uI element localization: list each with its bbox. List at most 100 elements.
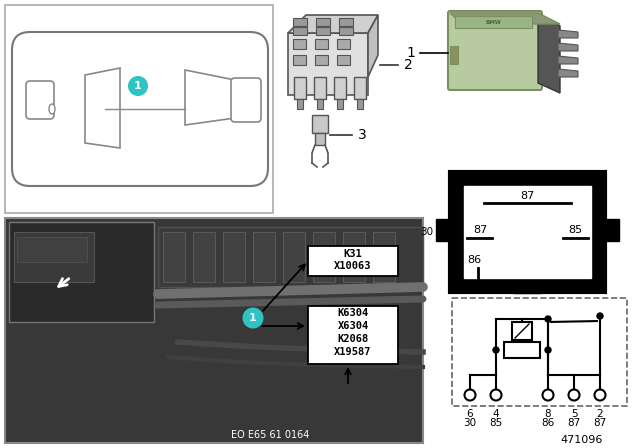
Bar — [253, 232, 275, 282]
Polygon shape — [558, 56, 578, 64]
Text: 86: 86 — [467, 255, 481, 265]
Text: 3: 3 — [358, 128, 367, 142]
Bar — [288, 33, 368, 95]
Bar — [315, 39, 328, 49]
Bar — [337, 39, 350, 49]
Circle shape — [597, 313, 603, 319]
FancyBboxPatch shape — [26, 81, 54, 119]
Bar — [450, 172, 605, 292]
Bar — [603, 219, 619, 241]
Bar — [308, 246, 398, 276]
Circle shape — [545, 347, 551, 353]
Bar — [163, 232, 185, 282]
Circle shape — [490, 389, 502, 401]
Polygon shape — [85, 68, 120, 148]
Text: 2: 2 — [596, 409, 604, 419]
Text: 1: 1 — [134, 81, 142, 91]
Polygon shape — [368, 15, 378, 77]
Bar — [297, 99, 303, 109]
Bar — [339, 27, 353, 35]
Circle shape — [128, 76, 148, 96]
Polygon shape — [558, 43, 578, 51]
Text: 87: 87 — [520, 191, 534, 201]
Text: 86: 86 — [541, 418, 555, 428]
Text: EO E65 61 0164: EO E65 61 0164 — [231, 430, 309, 440]
Bar — [513, 283, 541, 293]
Text: K2068: K2068 — [337, 334, 369, 344]
FancyBboxPatch shape — [12, 32, 268, 186]
Text: 87: 87 — [568, 418, 580, 428]
Bar — [339, 18, 353, 26]
Text: 1: 1 — [406, 46, 415, 60]
Bar — [293, 39, 306, 49]
Bar — [450, 46, 458, 64]
Text: 85: 85 — [490, 418, 502, 428]
Bar — [512, 322, 532, 340]
Text: 30: 30 — [420, 227, 433, 237]
Bar — [314, 77, 326, 99]
Bar — [455, 16, 532, 28]
Bar — [354, 77, 366, 99]
Bar — [158, 227, 423, 287]
Circle shape — [568, 389, 579, 401]
Bar — [193, 232, 215, 282]
Circle shape — [243, 307, 264, 328]
Bar — [312, 115, 328, 133]
Polygon shape — [185, 70, 235, 125]
Text: K6304: K6304 — [337, 308, 369, 318]
Circle shape — [595, 389, 605, 401]
Bar — [504, 342, 540, 358]
FancyBboxPatch shape — [231, 78, 261, 122]
Text: X6304: X6304 — [337, 321, 369, 331]
FancyBboxPatch shape — [448, 11, 542, 90]
Bar — [452, 298, 627, 406]
Text: X10063: X10063 — [334, 261, 372, 271]
Circle shape — [545, 316, 551, 322]
Text: 87: 87 — [473, 225, 487, 235]
Bar — [343, 232, 365, 282]
Bar — [5, 218, 423, 443]
Text: 8: 8 — [545, 409, 551, 419]
Bar — [315, 133, 325, 145]
Bar — [337, 99, 343, 109]
Polygon shape — [538, 13, 560, 93]
Bar — [317, 99, 323, 109]
Bar — [14, 232, 94, 282]
Bar — [334, 77, 346, 99]
Ellipse shape — [49, 104, 55, 114]
Text: 2: 2 — [404, 58, 413, 72]
Bar — [337, 55, 350, 65]
Bar — [513, 171, 541, 181]
Text: K31: K31 — [344, 249, 362, 259]
Text: X19587: X19587 — [334, 347, 372, 357]
Text: 471096: 471096 — [561, 435, 603, 445]
Text: 4: 4 — [493, 409, 499, 419]
Text: 6: 6 — [467, 409, 474, 419]
Bar — [357, 99, 363, 109]
Polygon shape — [558, 30, 578, 38]
Text: 30: 30 — [463, 418, 477, 428]
Bar — [373, 232, 395, 282]
Polygon shape — [288, 15, 378, 33]
Bar — [17, 237, 87, 262]
Bar — [436, 219, 452, 241]
Polygon shape — [450, 13, 560, 24]
Bar — [294, 77, 306, 99]
Bar — [293, 18, 307, 26]
Text: 1: 1 — [249, 313, 257, 323]
Bar — [293, 55, 306, 65]
Text: BMW: BMW — [485, 20, 501, 25]
Circle shape — [465, 389, 476, 401]
Bar — [315, 55, 328, 65]
Circle shape — [493, 347, 499, 353]
Text: 85: 85 — [568, 225, 582, 235]
Bar — [308, 306, 398, 364]
Bar — [464, 186, 591, 278]
Bar — [316, 18, 330, 26]
Bar — [293, 27, 307, 35]
Polygon shape — [558, 69, 578, 77]
Bar — [283, 232, 305, 282]
Bar — [223, 232, 245, 282]
Bar — [313, 232, 335, 282]
Bar — [9, 222, 154, 322]
